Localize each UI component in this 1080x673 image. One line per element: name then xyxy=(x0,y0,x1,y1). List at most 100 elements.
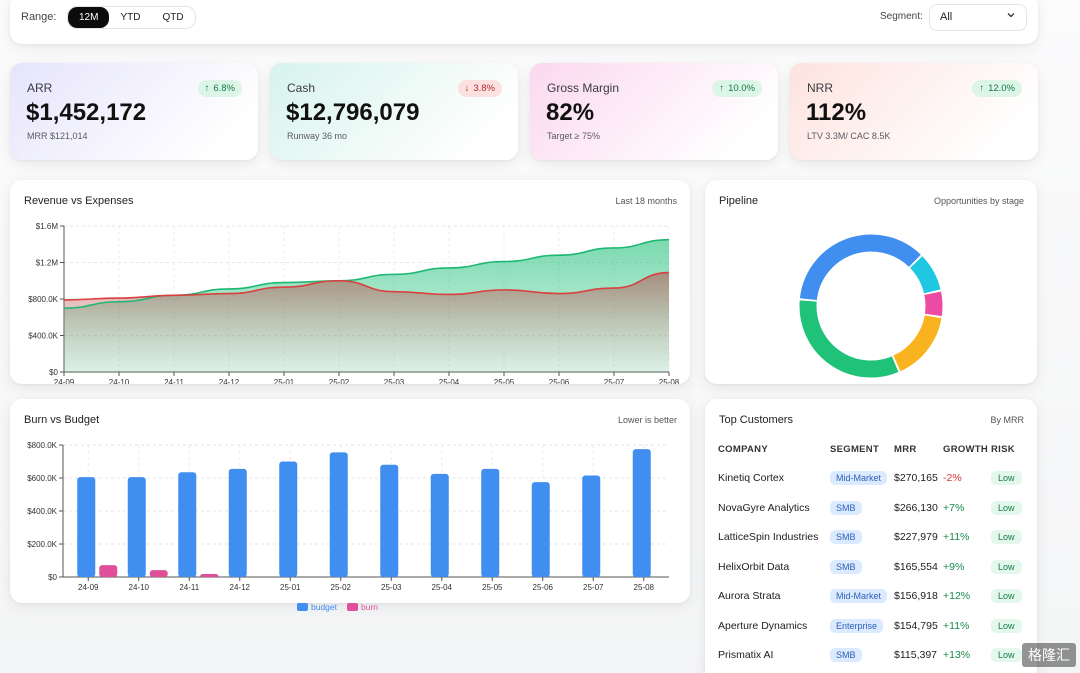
range-ytd-button[interactable]: YTD xyxy=(120,12,141,23)
x-tick-label: 24-10 xyxy=(129,583,150,592)
bar-budget xyxy=(329,452,348,577)
kpi-value: 82% xyxy=(546,99,595,126)
kpi-sub: MRR $121,014 xyxy=(27,131,88,141)
y-tick-label: $400.0K xyxy=(27,507,57,516)
y-tick-label: $1.6M xyxy=(36,222,59,231)
column-header-segment[interactable]: SEGMENT xyxy=(830,444,880,455)
arrow-up-icon: ↑ xyxy=(979,83,985,94)
table-row[interactable]: Aurora Strata Mid-Market $156,918 +12% Low xyxy=(705,588,1037,617)
segment-chip: SMB xyxy=(830,530,862,544)
x-tick-label: 24-09 xyxy=(78,583,99,592)
segment-chip: SMB xyxy=(830,500,862,515)
risk-chip: Low xyxy=(991,648,1022,662)
kpi-card-cash: Cash ↓ 3.8% $12,796,079 Runway 36 mo xyxy=(270,63,518,160)
kpi-delta-badge: ↑ 6.8% xyxy=(197,80,242,97)
company-name: Kinetiq Cortex xyxy=(718,472,784,484)
bar-budget xyxy=(77,477,96,577)
arrow-up-icon: ↑ xyxy=(719,83,725,94)
mrr-value: $227,979 xyxy=(894,531,938,543)
company-name: Prismatix AI xyxy=(718,649,774,661)
x-tick-label: 25-04 xyxy=(432,583,453,592)
x-tick-label: 25-01 xyxy=(280,583,301,592)
y-tick-label: $200.0K xyxy=(27,540,57,549)
kpi-sub: LTV 3.3M/ CAC 8.5K xyxy=(807,131,891,141)
company-name: Aperture Dynamics xyxy=(718,619,808,632)
panel-title: Pipeline xyxy=(719,195,759,207)
risk-chip: Low xyxy=(991,530,1022,544)
series-area xyxy=(64,272,669,372)
kpi-card-gross-margin: Gross Margin ↑ 10.0% 82% Target ≥ 75% xyxy=(530,63,778,160)
x-tick-label: 25-01 xyxy=(274,378,295,384)
x-tick-label: 25-03 xyxy=(384,378,405,384)
risk-chip: Low xyxy=(991,471,1022,485)
y-tick-label: $0 xyxy=(49,368,58,377)
legend-burn[interactable]: burn xyxy=(347,602,378,612)
kpi-label: ARR xyxy=(27,81,53,95)
table-row[interactable]: HelixOrbit Data SMB $165,554 +9% Low xyxy=(705,559,1037,588)
column-header-mrr[interactable]: MRR xyxy=(894,444,917,455)
y-tick-label: $1.2M xyxy=(36,259,59,268)
legend-budget[interactable]: budget xyxy=(297,602,337,612)
x-tick-label: 25-03 xyxy=(381,583,402,592)
x-tick-label: 25-06 xyxy=(549,378,570,384)
burn-budget-chart: $0 $200.0K $400.0K $600.0K $800.0K 24-09 24-10… xyxy=(27,441,669,592)
segment-chip: Mid-Market xyxy=(830,589,888,603)
table-row[interactable]: Kinetiq Cortex Mid-Market $270,165 -2% Low xyxy=(705,470,1037,499)
segment-chip: SMB xyxy=(830,559,862,574)
panel-note: Lower is better xyxy=(617,415,677,425)
bar-budget xyxy=(430,473,449,577)
revenue-expenses-panel: Revenue vs Expenses Last 18 months $0 $40… xyxy=(10,180,690,384)
donut-slice xyxy=(924,291,943,317)
table-row[interactable]: Aperture Dynamics Enterprise $154,795 +11% L… xyxy=(705,618,1037,647)
mrr-value: $154,795 xyxy=(894,619,938,632)
table-row[interactable]: Prismatix AI SMB $115,397 +13% Low xyxy=(705,647,1037,673)
bar-budget xyxy=(178,472,197,577)
kpi-delta-badge: ↓ 3.8% xyxy=(457,80,502,97)
bar-burn xyxy=(149,570,168,577)
customers-table: COMPANY SEGMENT MRR GROWTH RISK Kinetiq … xyxy=(705,0,1037,673)
x-tick-label: 25-08 xyxy=(659,378,680,384)
risk-chip: Low xyxy=(991,618,1022,633)
x-tick-label: 24-11 xyxy=(164,378,184,384)
table-row[interactable]: LatticeSpin Industries SMB $227,979 +11% Low xyxy=(705,529,1037,558)
bar-budget xyxy=(531,482,550,577)
range-12m-button[interactable]: 12M xyxy=(68,7,110,28)
kpi-label: Cash xyxy=(287,81,316,95)
table-row[interactable]: NovaGyre Analytics SMB $266,130 +7% Low xyxy=(705,500,1037,529)
growth-value: +9% xyxy=(943,560,965,573)
company-name: HelixOrbit Data xyxy=(718,560,790,573)
mrr-value: $165,554 xyxy=(894,560,938,573)
column-header-risk[interactable]: RISK xyxy=(991,444,1015,455)
company-name: NovaGyre Analytics xyxy=(718,501,810,514)
panel-note: Last 18 months xyxy=(615,196,677,206)
column-header-company[interactable]: COMPANY xyxy=(718,444,768,455)
y-tick-label: $800.0K xyxy=(27,441,57,450)
kpi-value: $12,796,079 xyxy=(286,99,420,126)
bar-budget xyxy=(228,468,247,577)
kpi-label: NRR xyxy=(807,81,833,95)
range-qtd-button[interactable]: QTD xyxy=(162,12,184,23)
growth-value: -2% xyxy=(943,472,962,484)
segment-chip: Mid-Market xyxy=(830,471,888,485)
x-tick-label: 25-02 xyxy=(331,583,352,592)
y-tick-label: $800.0K xyxy=(28,295,58,304)
bar-budget xyxy=(380,464,399,577)
risk-chip: Low xyxy=(991,589,1022,603)
x-tick-label: 25-02 xyxy=(329,378,350,384)
arrow-up-icon: ↑ xyxy=(204,83,210,94)
kpi-card-nrr: NRR ↑ 12.0% 112% LTV 3.3M/ CAC 8.5K xyxy=(790,63,1038,160)
panel-title: Revenue vs Expenses xyxy=(24,195,134,207)
column-header-growth[interactable]: GROWTH xyxy=(943,444,989,455)
x-tick-label: 25-07 xyxy=(583,583,604,592)
x-tick-label: 24-12 xyxy=(230,583,251,592)
chevron-down-icon xyxy=(1007,13,1015,18)
bar-budget xyxy=(582,475,601,577)
segment-select[interactable]: All xyxy=(929,4,1027,31)
bar-burn xyxy=(200,574,219,577)
mrr-value: $115,397 xyxy=(894,649,938,661)
bar-budget xyxy=(279,461,298,577)
x-tick-label: 25-04 xyxy=(439,378,460,384)
x-tick-label: 24-11 xyxy=(179,583,199,592)
kpi-value: $1,452,172 xyxy=(26,99,147,126)
y-tick-label: $0 xyxy=(48,573,57,582)
